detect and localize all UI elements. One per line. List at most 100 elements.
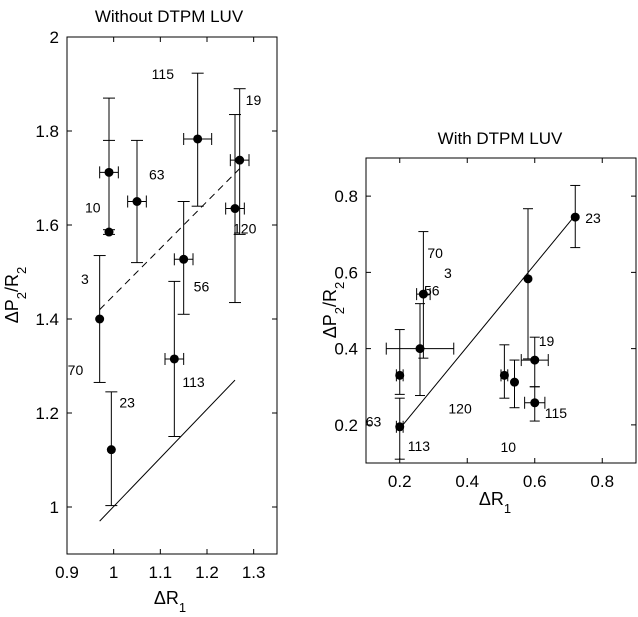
- panel-title-without-dtpm: Without DTPM LUV: [95, 7, 244, 26]
- data-points-left: 10 3 63 115 19 120 56 70 113 23: [68, 66, 262, 507]
- point-label: 113: [408, 438, 431, 454]
- data-point-3: 3: [81, 139, 115, 287]
- fit-lines-right: [399, 214, 576, 430]
- y-tick-label: 2: [50, 28, 59, 47]
- point-label: 56: [194, 278, 210, 294]
- point-marker: [499, 370, 509, 380]
- data-point-23: 23: [105, 391, 135, 507]
- point-label: 10: [85, 199, 101, 215]
- plot-frame-left: [66, 36, 278, 555]
- x-tick-label: 0.6: [523, 472, 547, 491]
- point-marker: [530, 355, 540, 365]
- data-point-23: 23: [570, 184, 601, 249]
- point-label: 120: [233, 221, 257, 237]
- data-point-56: 56: [385, 283, 455, 397]
- x-tick-label: 1.3: [242, 563, 266, 582]
- y-tick-label: 1.4: [35, 310, 59, 329]
- solid-fit-line: [399, 214, 576, 430]
- point-marker: [169, 354, 179, 364]
- y-tick-label: 0.8: [334, 187, 358, 206]
- point-marker: [510, 377, 519, 387]
- x-axis-label-right: ΔR1: [479, 489, 511, 516]
- point-label: 115: [152, 66, 175, 82]
- point-marker: [132, 197, 142, 206]
- data-point-70: 70: [416, 231, 443, 359]
- data-point-113: 113: [164, 280, 205, 437]
- x-tick-label: 0.4: [455, 472, 479, 491]
- data-point-10: 10: [85, 97, 119, 231]
- dashed-fit-line: [99, 168, 241, 310]
- point-marker: [395, 370, 405, 380]
- data-point-19: 19: [520, 333, 555, 388]
- y-axis-label-left: ΔP2/R2: [2, 267, 29, 324]
- data-points-right: 23 370 56 19 63 120 10 115 113: [366, 184, 601, 460]
- y-tick-label: 1.6: [35, 216, 59, 235]
- point-label: 70: [427, 245, 443, 261]
- point-label: 115: [545, 405, 568, 421]
- y-tick-label: 1: [50, 498, 59, 517]
- point-marker: [230, 204, 240, 214]
- point-label: 56: [424, 283, 440, 299]
- point-label: 70: [68, 362, 84, 378]
- point-marker: [179, 254, 189, 264]
- data-point-3: 3: [444, 208, 533, 360]
- x-axis-label-right-main: ΔR: [479, 489, 504, 509]
- y-tick-label: 1.2: [35, 404, 59, 423]
- point-label: 3: [81, 271, 89, 287]
- data-point-115: 115: [524, 386, 568, 422]
- point-marker: [395, 422, 405, 432]
- point-marker: [193, 134, 203, 144]
- x-ticks-right: 0.2 0.4 0.6 0.8: [388, 158, 614, 491]
- point-label: 23: [585, 210, 601, 226]
- data-point-120: 120: [448, 344, 510, 416]
- x-axis-label-right-sub: 1: [504, 501, 511, 516]
- data-point-63: 63: [366, 329, 405, 429]
- point-label: 63: [149, 167, 165, 183]
- x-axis-label-left-sub: 1: [179, 600, 186, 615]
- point-marker: [418, 289, 428, 299]
- data-point-63: 63: [127, 139, 165, 264]
- y-axis-label-right: ΔP2/R2: [320, 282, 347, 339]
- x-tick-label: 0.8: [590, 472, 614, 491]
- y-tick-label: 0.6: [334, 263, 358, 282]
- point-marker: [415, 344, 425, 354]
- y-tick-label: 0.2: [334, 416, 358, 435]
- x-tick-label: 1.2: [195, 563, 219, 582]
- x-ticks-left: 0.9 1 1.1 1.2 1.3: [55, 37, 265, 582]
- y-tick-label: 0.4: [334, 340, 358, 359]
- point-marker: [523, 274, 533, 284]
- fit-lines-left: [99, 168, 241, 522]
- data-point-113: 113: [394, 397, 431, 460]
- point-marker: [104, 227, 114, 237]
- y-tick-label: 1.8: [35, 122, 59, 141]
- point-marker: [106, 445, 116, 455]
- data-point-115: 115: [152, 66, 213, 207]
- solid-fit-line: [99, 379, 236, 522]
- data-point-10: 10: [501, 359, 520, 455]
- x-tick-label: 1.1: [149, 563, 173, 582]
- point-label: 3: [444, 265, 452, 281]
- panel-without-dtpm: Without DTPM LUV 1 1.2 1.4 1.6 1.8 2 0.9 1 1.1 1…: [2, 7, 278, 615]
- point-marker: [570, 212, 580, 222]
- plot-frame-right: [365, 157, 637, 464]
- point-label: 19: [539, 333, 555, 349]
- panel-with-dtpm: With DTPM LUV 0.20.40.60.8 0.2 0.4 0.6 0.8 …: [320, 129, 637, 516]
- point-marker: [530, 398, 540, 408]
- x-tick-label: 1: [109, 563, 118, 582]
- data-point-120: 120: [225, 114, 257, 304]
- panel-title-with-dtpm: With DTPM LUV: [438, 129, 563, 148]
- point-label: 63: [366, 413, 382, 429]
- data-point-56: 56: [173, 201, 210, 315]
- point-label: 113: [182, 374, 205, 390]
- point-label: 10: [501, 439, 517, 455]
- point-marker: [95, 314, 105, 324]
- point-label: 23: [119, 395, 135, 411]
- x-axis-label-left-main: ΔR: [154, 588, 179, 608]
- point-label: 19: [246, 92, 262, 108]
- data-point-70: 70: [68, 255, 106, 383]
- x-tick-label: 0.9: [55, 563, 79, 582]
- y-ticks-right: 0.2 0.4 0.6 0.8: [334, 187, 636, 435]
- x-axis-label-left: ΔR1: [154, 588, 186, 615]
- data-point-19: 19: [229, 88, 262, 235]
